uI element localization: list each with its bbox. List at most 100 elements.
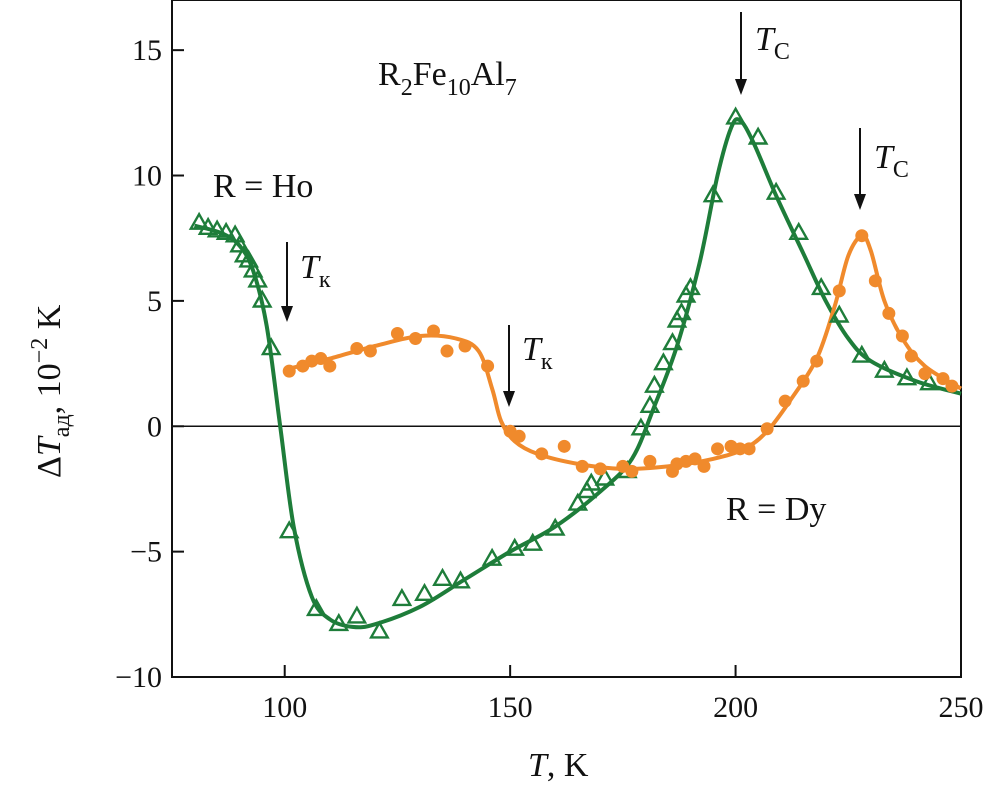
data-point-dy	[904, 349, 918, 363]
annotations: Tк Tк TC TC	[281, 12, 909, 407]
data-point-ho	[260, 337, 282, 356]
data-point-ho	[522, 532, 544, 551]
data-point-ho	[594, 467, 616, 486]
x-tick-label: 250	[939, 691, 984, 724]
x-tick-label: 150	[488, 691, 533, 724]
data-point-dy	[458, 339, 472, 353]
data-point-ho	[828, 304, 850, 323]
data-point-dy	[832, 284, 846, 298]
data-point-ho	[369, 620, 390, 639]
y-axis-title: ΔTад, 10−2 K	[27, 304, 75, 478]
data-point-ho	[630, 417, 652, 436]
data-point-dy	[323, 359, 337, 373]
annotation-label-ho-tk: Tк	[300, 249, 331, 293]
data-point-dy	[557, 439, 571, 453]
data-point-ho	[504, 537, 525, 556]
data-point-dy	[363, 344, 377, 358]
data-point-dy	[936, 372, 950, 386]
data-point-dy	[810, 354, 824, 368]
data-point-ho	[414, 582, 435, 601]
data-point-dy	[282, 364, 296, 378]
series-label-dy: R = Dy	[726, 491, 826, 528]
data-point-ho	[197, 216, 219, 236]
data-point-dy	[796, 374, 810, 388]
data-point-dy	[350, 342, 364, 356]
series-label-ho: R = Ho	[213, 168, 313, 205]
data-point-ho	[238, 249, 259, 268]
data-point-ho	[450, 570, 471, 589]
data-point-dy	[760, 422, 774, 436]
axes: 100 150 200 250 −10 −5 0 5 10 15	[115, 0, 984, 724]
y-tick-label: −5	[130, 536, 162, 569]
data-point-dy	[868, 274, 882, 288]
data-point-ho	[788, 221, 810, 241]
data-point-dy	[408, 332, 422, 345]
data-point-dy	[945, 379, 959, 393]
annotation-label-dy-tc: TC	[874, 139, 909, 183]
data-point-ho	[639, 394, 661, 413]
data-point-dy	[390, 326, 404, 340]
data-point-ho	[702, 184, 724, 203]
data-point-ho	[874, 359, 895, 378]
data-point-dy	[314, 352, 328, 366]
data-point-ho	[747, 126, 769, 145]
data-point-ho	[391, 587, 413, 607]
fit-curve-ho	[193, 117, 962, 630]
plot-frame	[171, 0, 962, 678]
data-markers	[188, 106, 959, 639]
data-point-dy	[535, 447, 549, 461]
data-point-ho	[544, 517, 566, 536]
data-point-ho	[247, 269, 268, 288]
data-point-ho	[224, 224, 246, 243]
data-point-ho	[432, 567, 453, 586]
arrow-head	[503, 391, 515, 407]
y-tick-label: 5	[147, 285, 162, 318]
y-tick-label: 0	[147, 410, 162, 443]
data-point-ho	[567, 492, 589, 511]
data-point-dy	[575, 459, 589, 473]
data-point-ho	[851, 344, 873, 363]
data-point-ho	[680, 276, 701, 296]
data-point-ho	[919, 372, 940, 391]
y-tick-label: −10	[115, 661, 162, 694]
data-point-ho	[725, 106, 746, 125]
data-point-ho	[251, 289, 273, 308]
data-point-ho	[644, 374, 665, 393]
data-point-ho	[671, 301, 692, 321]
arrow-head	[735, 79, 747, 95]
data-point-ho	[328, 612, 350, 632]
x-tick-label: 100	[262, 691, 307, 724]
x-axis-title: T, K	[528, 747, 589, 784]
data-point-dy	[426, 324, 440, 338]
data-point-ho	[896, 367, 918, 386]
data-point-ho	[305, 597, 327, 617]
data-point-dy	[711, 442, 725, 456]
data-point-ho	[346, 605, 368, 624]
data-point-dy	[742, 442, 756, 456]
data-point-dy	[882, 306, 896, 320]
data-point-dy	[593, 462, 607, 476]
data-point-dy	[481, 359, 495, 373]
data-point-dy	[643, 454, 657, 468]
arrow-head	[854, 194, 866, 210]
data-point-ho	[580, 472, 602, 491]
data-point-dy	[625, 464, 639, 478]
y-tick-label: 10	[132, 160, 162, 193]
data-point-dy	[440, 344, 454, 358]
data-point-ho	[481, 547, 503, 566]
data-point-ho	[810, 276, 832, 296]
data-point-ho	[653, 352, 674, 371]
arrow-head	[281, 306, 293, 322]
data-point-dy	[778, 394, 792, 408]
data-point-ho	[242, 259, 264, 278]
data-point-dy	[697, 459, 711, 473]
data-point-ho	[662, 332, 683, 351]
data-point-dy	[918, 367, 932, 381]
data-point-dy	[512, 429, 526, 443]
data-point-ho	[215, 221, 237, 241]
data-point-ho	[278, 520, 300, 539]
data-point-dy	[855, 229, 869, 243]
data-point-dy	[895, 329, 909, 343]
annotation-label-dy-tk: Tк	[522, 331, 553, 375]
